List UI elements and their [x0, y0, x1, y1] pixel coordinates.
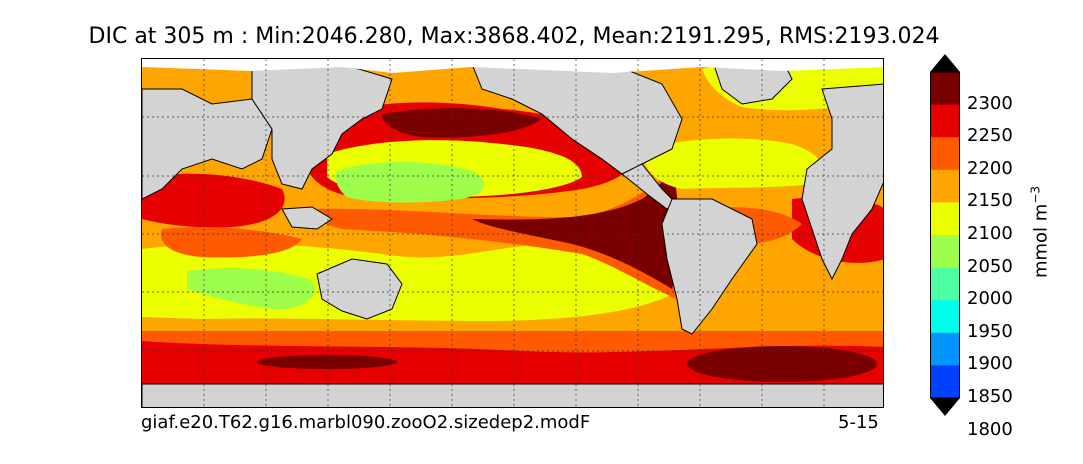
colorbar-tick-label: 1950 [967, 320, 1013, 342]
colorbar-level [930, 300, 960, 334]
colorbar-tick-label: 2150 [967, 190, 1013, 212]
southern-orange-band [142, 331, 883, 353]
colorbar-tick-label: 2250 [967, 125, 1013, 147]
south-indian-low [187, 268, 315, 310]
north-pacific-low [335, 162, 485, 203]
land-europe-africa [801, 83, 883, 281]
colorbar-tick-label: 2000 [967, 288, 1013, 310]
colorbar-level [930, 137, 960, 171]
land-antarctica [142, 383, 883, 407]
subarctic-pacific-max [382, 107, 542, 138]
south-atlantic-indian-patch [687, 346, 877, 382]
unit-exponent: −3 [1028, 185, 1043, 204]
colorbar-tick-label: 2300 [967, 92, 1013, 114]
plot-title: DIC at 305 m : Min:2046.280, Max:3868.40… [88, 24, 940, 49]
graticule [142, 59, 883, 407]
colorbar-level [930, 235, 960, 269]
colorbar-level [930, 365, 960, 399]
eastern-pacific-max [472, 167, 679, 289]
colorbar-level [930, 169, 960, 203]
colorbar-level [930, 332, 960, 366]
land-australia [316, 258, 403, 320]
north-indian-red [142, 173, 285, 228]
colorbar-level [930, 104, 960, 138]
colorbar-tick-label: 2100 [967, 223, 1013, 244]
land-indonesia [281, 206, 333, 230]
colorbar-level [930, 72, 960, 106]
eq-pacific-orange [312, 169, 681, 299]
case-name-label: giaf.e20.T62.g16.marbl090.zooO2.sizedep2… [141, 412, 591, 433]
colorbar-level [930, 267, 960, 301]
colorbar-tick-label: 2050 [967, 255, 1013, 277]
indian-orange [161, 227, 302, 258]
date-label: 5-15 [838, 412, 879, 433]
colorbar-frame [930, 71, 960, 399]
land-south-america [661, 198, 758, 335]
colorbar-tick-label: 1800 [967, 418, 1013, 440]
north-atlantic-gyre [642, 138, 823, 189]
map-canvas [142, 59, 883, 407]
arctic-ice [142, 59, 883, 73]
land-asia-west [142, 88, 273, 200]
colorbar-unit-label: mmol m−3 [1029, 186, 1052, 278]
colorbar-extend-min [930, 398, 960, 416]
unit-text: mmol m [1030, 203, 1052, 279]
colorbar-level [930, 202, 960, 236]
south-atlantic-gyre [702, 254, 847, 322]
colorbar-tick-label: 2200 [967, 157, 1013, 179]
ocean-dic-map [141, 58, 884, 408]
colorbar-tick-label: 1900 [967, 353, 1013, 375]
south-indian-patch [257, 355, 397, 369]
colorbar-tick-label: 1850 [967, 386, 1013, 407]
colorbar-extend-max [930, 54, 960, 72]
colorbar [930, 54, 960, 416]
